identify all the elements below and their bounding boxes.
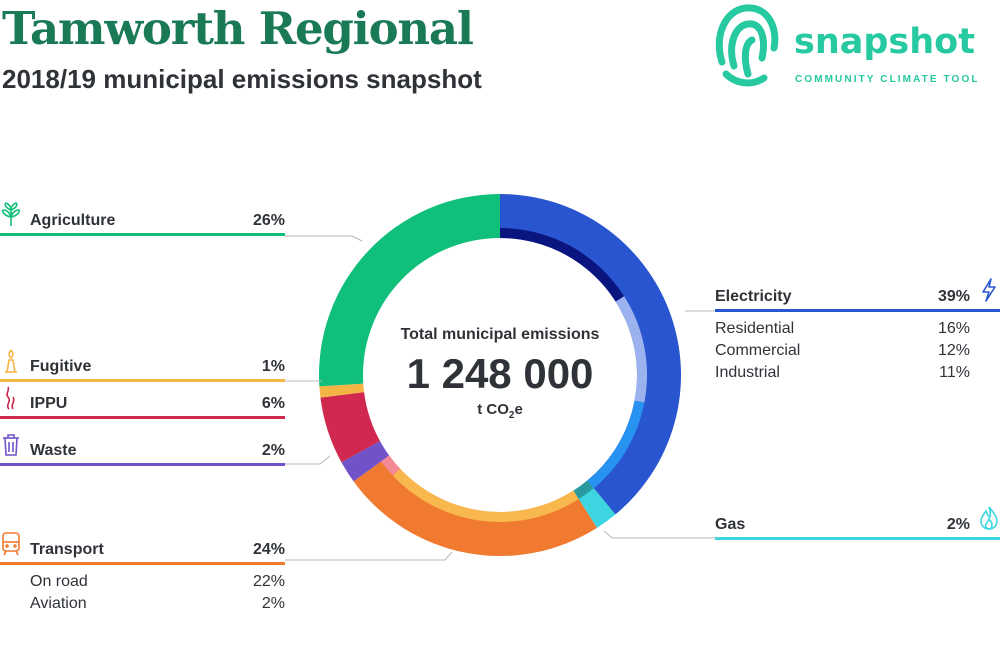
lightning-icon (982, 278, 996, 302)
legend-label-industrial: Industrial (715, 364, 780, 381)
donut-slice-fugitive (319, 383, 365, 398)
legend-label-aviation: Aviation (30, 595, 87, 612)
legend-label-gas: Gas (715, 516, 746, 533)
donut-slice-ippu (320, 392, 380, 463)
donut-slice-transport (353, 455, 597, 556)
legend-label-electricity: Electricity (715, 288, 792, 305)
logo-tagline: COMMUNITY CLIMATE TOOL (795, 74, 980, 85)
logo-wordmark: snapshot (794, 22, 975, 62)
legend-pct-agriculture: 26% (252, 212, 285, 229)
legend-label-commercial: Commercial (715, 342, 801, 359)
donut-subslice-transport-on-road (392, 468, 579, 522)
legend-pct-ippu: 6% (261, 395, 285, 412)
bin-icon (3, 434, 19, 456)
leader-line-waste (285, 455, 331, 465)
factory-smoke-icon (6, 386, 15, 410)
flame-icon (980, 506, 998, 530)
legend-label-fugitive: Fugitive (30, 358, 92, 375)
page-subtitle: 2018/19 municipal emissions snapshot (2, 64, 482, 94)
legend-pct-fugitive: 1% (261, 358, 285, 375)
legend-pct-transport: 24% (252, 541, 285, 558)
donut-subslice-electricity-residential (500, 228, 625, 302)
legend-rule-electricity (715, 309, 1000, 312)
legend-label-agriculture: Agriculture (30, 212, 116, 229)
legend-rule-transport (0, 562, 285, 565)
legend-label-waste: Waste (30, 442, 77, 459)
donut-slice-waste (341, 441, 390, 482)
donut-subslice-electricity-industrial (587, 400, 645, 489)
legend-pct-industrial: 11% (939, 364, 970, 381)
legend-pct-residential: 16% (937, 320, 970, 337)
legend-label-ippu: IPPU (30, 395, 68, 412)
donut-subslice-transport-aviation (381, 455, 401, 476)
legend-pct-electricity: 39% (937, 288, 970, 305)
train-icon (2, 532, 20, 556)
total-emissions-label: Total municipal emissions (400, 326, 600, 343)
sprout-icon (2, 202, 20, 226)
leader-line-transport (285, 551, 453, 561)
flare-icon (5, 349, 17, 373)
donut-subslice-gas-0 (573, 480, 594, 500)
legend-label-transport: Transport (30, 541, 104, 558)
legend-pct-commercial: 12% (937, 342, 970, 359)
donut-subslice-electricity-commercial (615, 296, 648, 403)
donut-slice-electricity (500, 194, 681, 515)
legend-rule-gas (715, 537, 1000, 540)
snapshot-logo-icon (715, 4, 779, 87)
legend-rule-agriculture (0, 233, 285, 236)
legend-pct-on-road: 22% (252, 573, 285, 590)
page-title: Tamworth Regional (2, 2, 474, 55)
legend-label-on-road: On road (30, 573, 88, 590)
legend-rule-waste (0, 463, 285, 466)
total-emissions-unit: t CO2e (477, 401, 523, 421)
legend-label-residential: Residential (715, 320, 795, 337)
donut-slice-agriculture (319, 194, 500, 387)
legend-pct-waste: 2% (261, 442, 285, 459)
leader-line-gas (603, 530, 715, 539)
legend-rule-fugitive (0, 379, 285, 382)
total-emissions-value: 1 248 000 (406, 350, 594, 397)
legend-pct-gas: 2% (946, 516, 970, 533)
leader-line-agriculture (285, 235, 363, 242)
legend-rule-ippu (0, 416, 285, 419)
legend-pct-aviation: 2% (261, 595, 285, 612)
